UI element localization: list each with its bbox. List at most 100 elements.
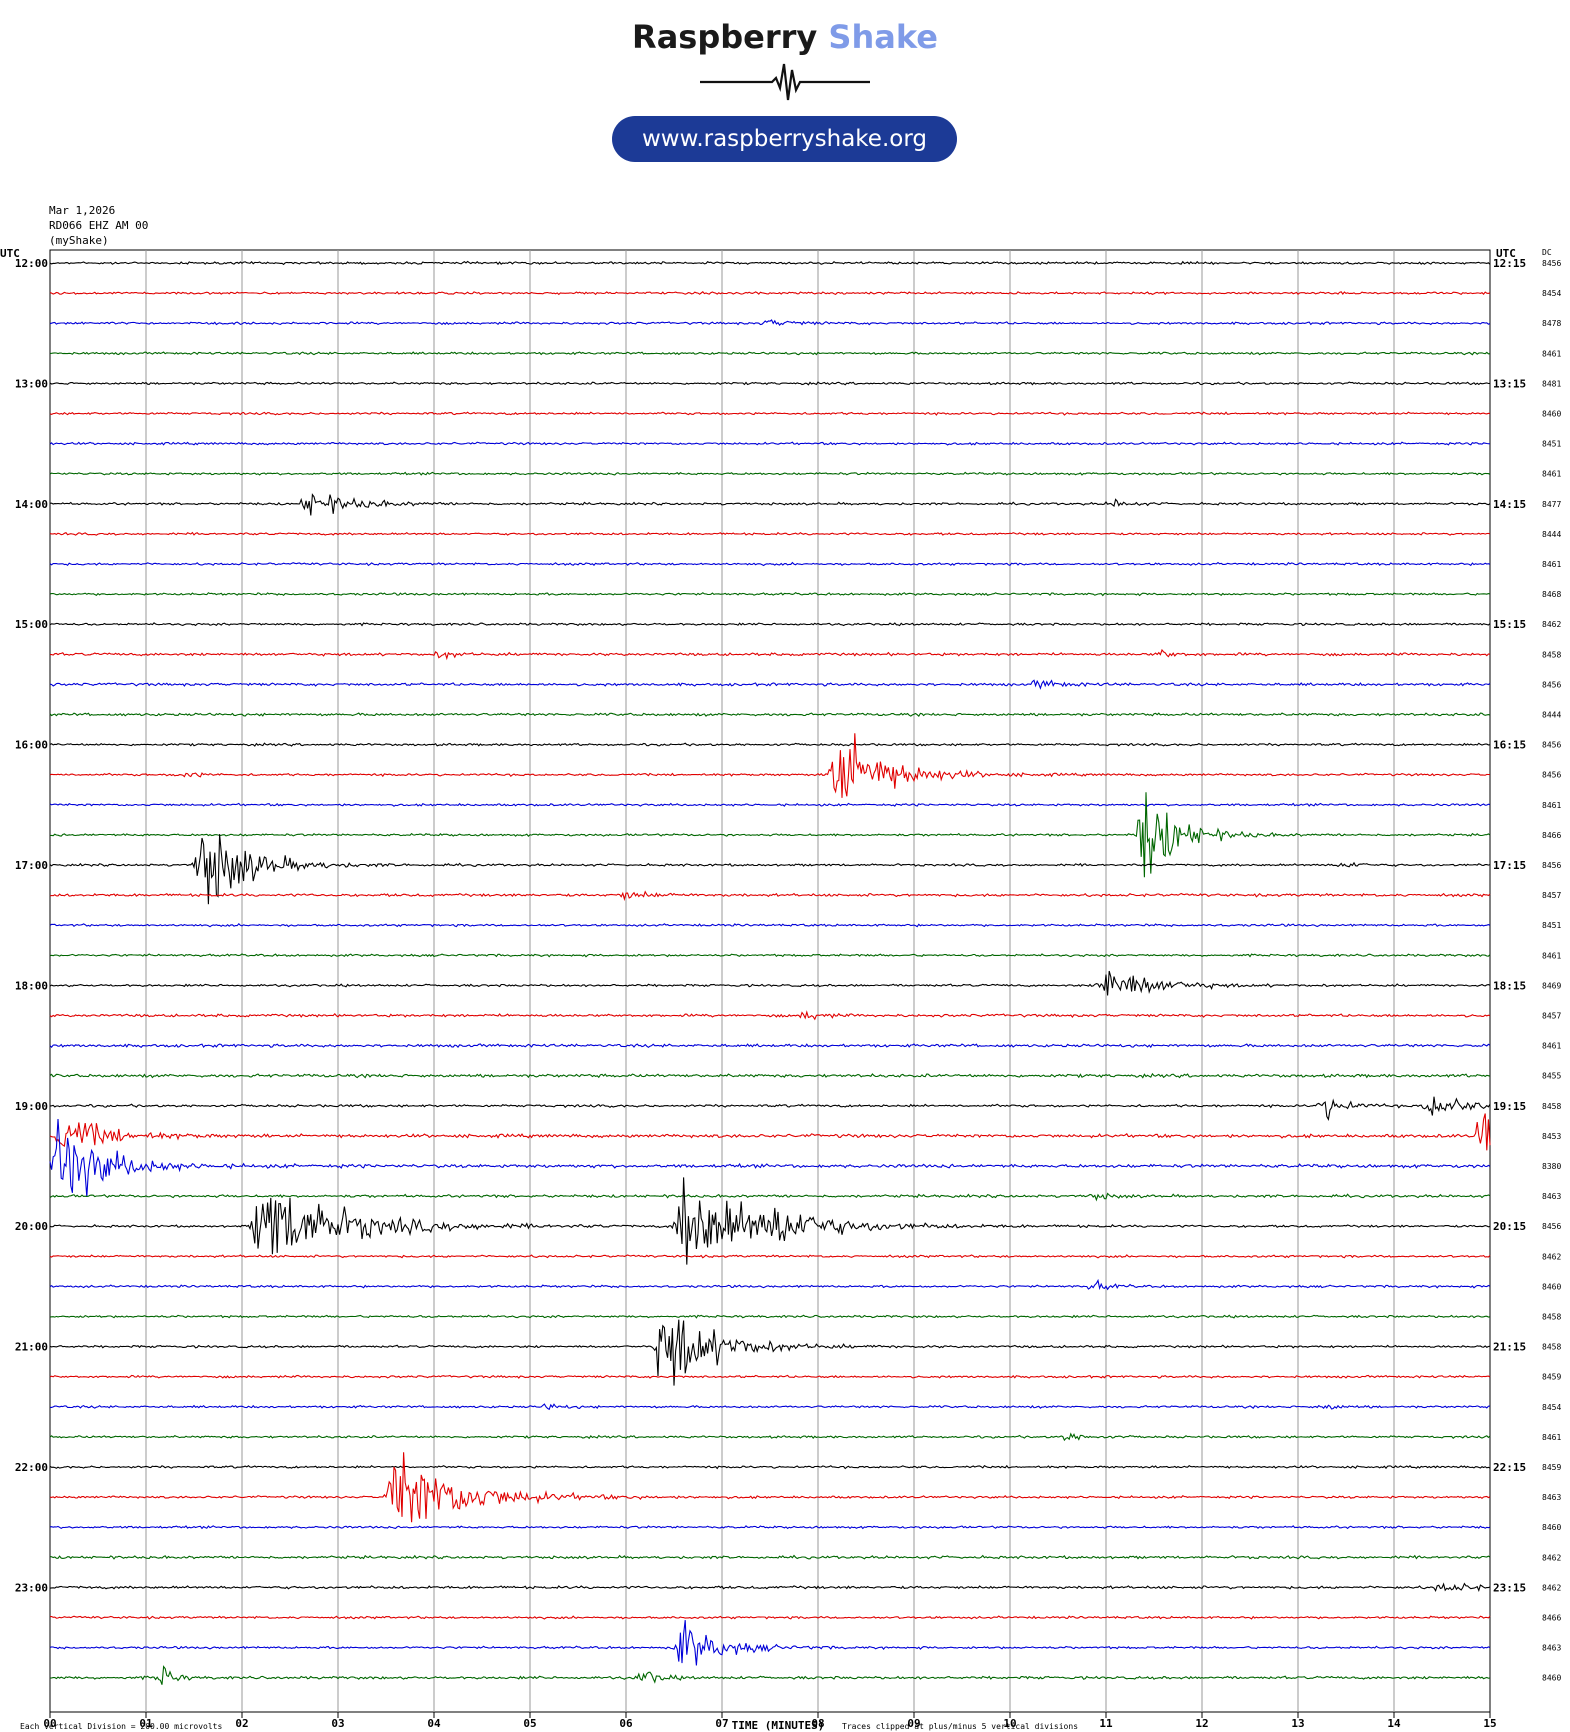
x-tick-label: 13 [1291,1717,1304,1730]
trace-row [49,1374,1491,1379]
dc-value: 8457 [1542,891,1561,900]
trace-row [50,1403,1491,1411]
trace-row [49,1525,1491,1530]
hour-label-right: 13:15 [1493,377,1526,390]
dc-value: 8456 [1542,259,1561,268]
dc-value: 8461 [1542,560,1561,569]
trace-row [49,1582,1491,1593]
website-link[interactable]: www.raspberryshake.org [612,116,957,162]
trace-row [49,1278,1491,1291]
trace-row [49,622,1491,627]
trace-row [49,1177,1491,1265]
trace-row [49,1452,1491,1523]
trace-row [49,834,1491,905]
trace-row [49,1096,1491,1121]
brand-main: Raspberry [632,18,818,56]
dc-value: 8460 [1542,410,1561,419]
label-group: 8456 8454 8478 8461 8481 8460 8451 8461 8477 8444… [0,247,1561,1732]
station-label: RD066 EHZ AM 00 [49,219,149,232]
trace-row [49,290,1491,296]
hour-label-left: 14:00 [15,498,48,511]
dc-value: 8454 [1542,289,1561,298]
x-tick-label: 00 [43,1717,56,1730]
dc-value: 8456 [1542,1222,1561,1231]
dc-value: 8481 [1542,379,1561,388]
dc-value: 8380 [1542,1162,1561,1171]
trace-row [49,1319,1491,1386]
x-tick-label: 14 [1387,1717,1401,1730]
hour-label-right: 15:15 [1493,618,1526,631]
dc-value: 8462 [1542,620,1561,629]
hour-label-right: 14:15 [1493,498,1526,511]
dc-value: 8460 [1542,1523,1561,1532]
dc-value: 8462 [1542,1553,1561,1562]
trace-row [49,351,1490,356]
trace-row [49,471,1491,476]
trace-row [49,742,1491,747]
station-info: Mar 1,2026 RD066 EHZ AM 00 (myShake) [49,203,148,248]
dc-value: 8457 [1542,1012,1561,1021]
hour-label-right: 23:15 [1493,1581,1526,1594]
trace-row [49,1615,1491,1620]
dc-value: 8456 [1542,680,1561,689]
dc-value: 8459 [1542,1463,1561,1472]
trace-row [49,679,1491,690]
network-label: (myShake) [49,234,109,247]
x-tick-label: 11 [1099,1717,1113,1730]
dc-value: 8461 [1542,801,1561,810]
x-axis-title: TIME (MINUTES) [732,1719,825,1732]
x-tick-label: 08 [811,1717,824,1730]
dc-value: 8462 [1542,1583,1561,1592]
dc-value: 8458 [1542,1102,1561,1111]
dc-value: 8478 [1542,319,1561,328]
hour-label-left: 17:00 [15,859,48,872]
dc-value: 8461 [1542,349,1561,358]
dc-value: 8453 [1542,1132,1561,1141]
brand-accent: Shake [828,18,938,56]
dc-value: 8456 [1542,741,1561,750]
dc-value: 8454 [1542,1403,1561,1412]
hour-label-left: 21:00 [15,1341,48,1354]
x-tick-label: 01 [139,1717,153,1730]
dc-value: 8466 [1542,831,1561,840]
trace-row [50,648,1491,661]
trace-row [49,1620,1491,1666]
trace-row [49,923,1491,928]
dc-value: 8466 [1542,1614,1561,1623]
hour-label-right: 21:15 [1493,1341,1526,1354]
x-tick-label: 07 [715,1717,728,1730]
trace-row [49,792,1491,878]
footer-left-note: Each Vertical Division = 200.00 microvol… [20,1722,222,1731]
trace-row [49,733,1491,798]
trace-row [49,712,1491,717]
dc-value: 8458 [1542,1343,1561,1352]
dc-value: 8461 [1542,951,1561,960]
trace-group [49,260,1491,1685]
trace-row [49,1665,1491,1685]
hour-label-right: 12:15 [1493,257,1526,270]
utc-label-left: UTC [0,247,20,260]
hour-label-left: 19:00 [15,1100,48,1113]
trace-row [49,319,1491,326]
plot-frame [49,249,1491,1713]
trace-row [49,890,1491,902]
hour-label-right: 19:15 [1493,1100,1526,1113]
trace-row [49,531,1491,536]
trace-row [49,1554,1491,1560]
trace-row [49,953,1491,958]
dc-value: 8462 [1542,1252,1561,1261]
x-tick-label: 06 [619,1717,633,1730]
trace-row [49,1113,1491,1151]
dc-value: 8469 [1542,981,1561,990]
trace-row [49,592,1491,597]
dc-value: 8460 [1542,1674,1561,1683]
dc-value: 8459 [1542,1373,1561,1382]
dc-column-label: DC [1542,248,1552,257]
hour-label-left: 12:00 [15,257,48,270]
hour-label-right: 18:15 [1493,979,1526,992]
x-tick-label: 09 [907,1717,920,1730]
x-tick-label: 05 [523,1717,536,1730]
trace-row [49,970,1491,996]
hour-label-left: 18:00 [15,979,48,992]
